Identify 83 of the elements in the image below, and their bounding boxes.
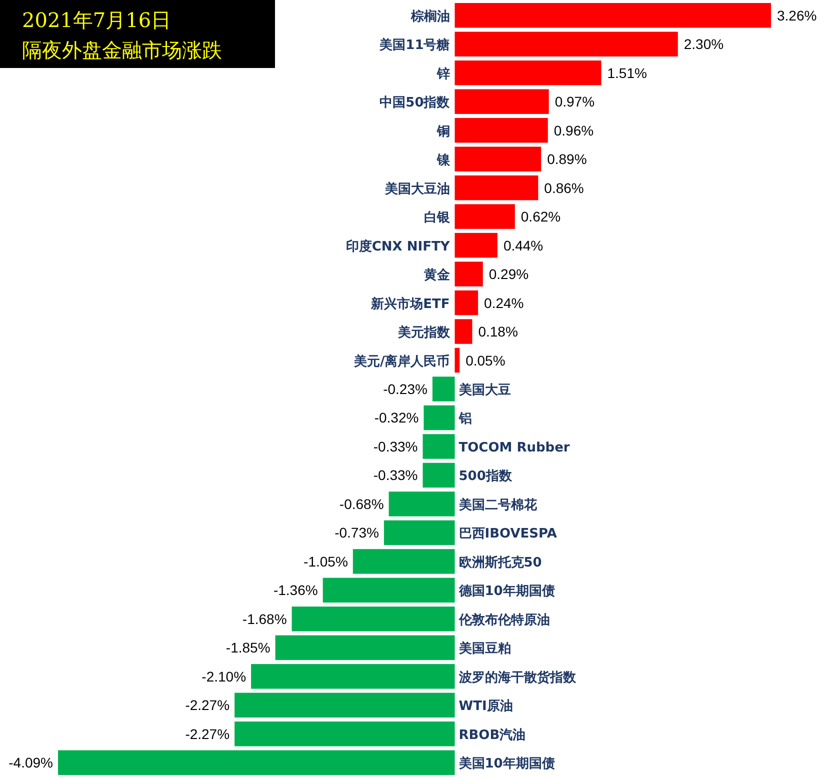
y-tick-label: 镍	[436, 153, 451, 168]
chart-title: 2021年7月16日	[22, 8, 172, 32]
bar	[251, 664, 455, 689]
data-label: -2.27%	[185, 726, 230, 742]
y-tick-label: 印度CNX NIFTY	[346, 238, 450, 254]
bar	[234, 692, 455, 718]
bar	[424, 405, 455, 430]
bar	[422, 462, 455, 488]
data-label: 0.05%	[466, 352, 506, 368]
bar	[454, 146, 542, 172]
data-label: -4.09%	[8, 754, 53, 771]
data-label: -0.33%	[373, 467, 418, 484]
data-label: 0.24%	[484, 294, 524, 311]
data-label: 0.86%	[544, 180, 584, 196]
y-tick-label: 美国大豆	[458, 382, 511, 398]
y-tick-label: 伦敦布伦特原油	[458, 612, 550, 628]
bar	[275, 635, 455, 660]
data-label: 0.97%	[554, 94, 595, 110]
y-tick-label: WTI原油	[458, 699, 513, 714]
data-label: -1.85%	[226, 640, 270, 656]
bar	[454, 290, 478, 316]
y-tick-label: 棕榈油	[410, 8, 450, 24]
y-tick-label: 黄金	[422, 268, 451, 284]
data-label: -0.23%	[383, 381, 428, 397]
bar	[454, 175, 538, 200]
y-tick-label: RBOB汽油	[458, 728, 526, 743]
y-tick-label: TOCOM Rubber	[458, 440, 570, 456]
bar	[292, 606, 455, 632]
y-tick-label: 德国10年期国债	[458, 584, 555, 600]
bar	[454, 3, 771, 28]
bar	[454, 89, 549, 114]
y-tick-label: 美国10年期国债	[458, 756, 555, 772]
y-tick-label: 锌	[436, 66, 450, 82]
y-tick-label: 美国二号棉花	[458, 496, 538, 513]
bar	[454, 232, 498, 258]
data-label: -0.73%	[334, 524, 379, 541]
bar	[454, 32, 678, 56]
data-label: 0.62%	[520, 208, 561, 225]
y-tick-label: 美元指数	[396, 324, 451, 341]
data-label: -2.10%	[202, 668, 246, 684]
y-tick-label: 美元/离岸人民币	[353, 353, 450, 370]
y-tick-label: 新兴市场ETF	[370, 296, 450, 312]
bar	[58, 750, 455, 775]
y-tick-label: 铜	[436, 124, 450, 140]
bar	[454, 204, 515, 229]
y-tick-label: 巴西IBOVESPA	[458, 526, 557, 542]
bar	[454, 262, 483, 286]
data-label: -1.36%	[273, 582, 318, 598]
data-label: 0.96%	[554, 122, 594, 138]
bar	[388, 492, 455, 516]
bar	[234, 722, 455, 746]
data-label: 0.89%	[547, 151, 587, 168]
y-tick-label: 500指数	[458, 469, 513, 484]
data-label: 2.30%	[684, 36, 724, 52]
text: 隔夜外盘金融市场涨跌	[22, 38, 222, 62]
bar	[454, 348, 460, 373]
bar	[454, 118, 548, 143]
y-tick-label: 欧洲斯托克50	[458, 555, 542, 570]
data-label: 1.51%	[607, 64, 647, 81]
bar	[432, 376, 455, 402]
data-label: -0.32%	[374, 410, 419, 426]
bar	[454, 60, 602, 86]
data-label: -2.27%	[185, 697, 230, 714]
bar	[454, 319, 472, 344]
data-label: -0.68%	[339, 496, 384, 512]
data-label: -1.05%	[304, 553, 348, 570]
y-tick-label: 美国豆粕	[458, 640, 511, 657]
bar	[322, 578, 455, 603]
data-label: 0.18%	[478, 324, 518, 340]
bar	[422, 434, 455, 459]
y-tick-label: 波罗的海干散货指数	[458, 669, 577, 686]
y-tick-label: 美国11号糖	[378, 37, 450, 54]
y-tick-label: 铝	[458, 412, 472, 427]
y-tick-label: 中国50指数	[380, 96, 451, 111]
bar	[384, 520, 455, 546]
data-label: -0.33%	[373, 438, 418, 454]
y-tick-label: 白银	[424, 210, 451, 226]
data-label: -1.68%	[242, 610, 287, 627]
data-label: 3.26%	[777, 7, 817, 24]
data-label: 0.29%	[488, 266, 529, 282]
bar	[352, 549, 455, 574]
data-label: 0.44%	[503, 237, 544, 254]
y-tick-label: 美国大豆油	[384, 180, 450, 197]
